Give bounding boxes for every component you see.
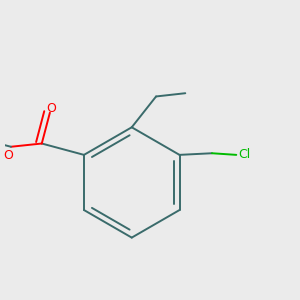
Text: O: O [3,149,13,162]
Text: Cl: Cl [238,148,250,161]
Text: O: O [46,102,56,115]
